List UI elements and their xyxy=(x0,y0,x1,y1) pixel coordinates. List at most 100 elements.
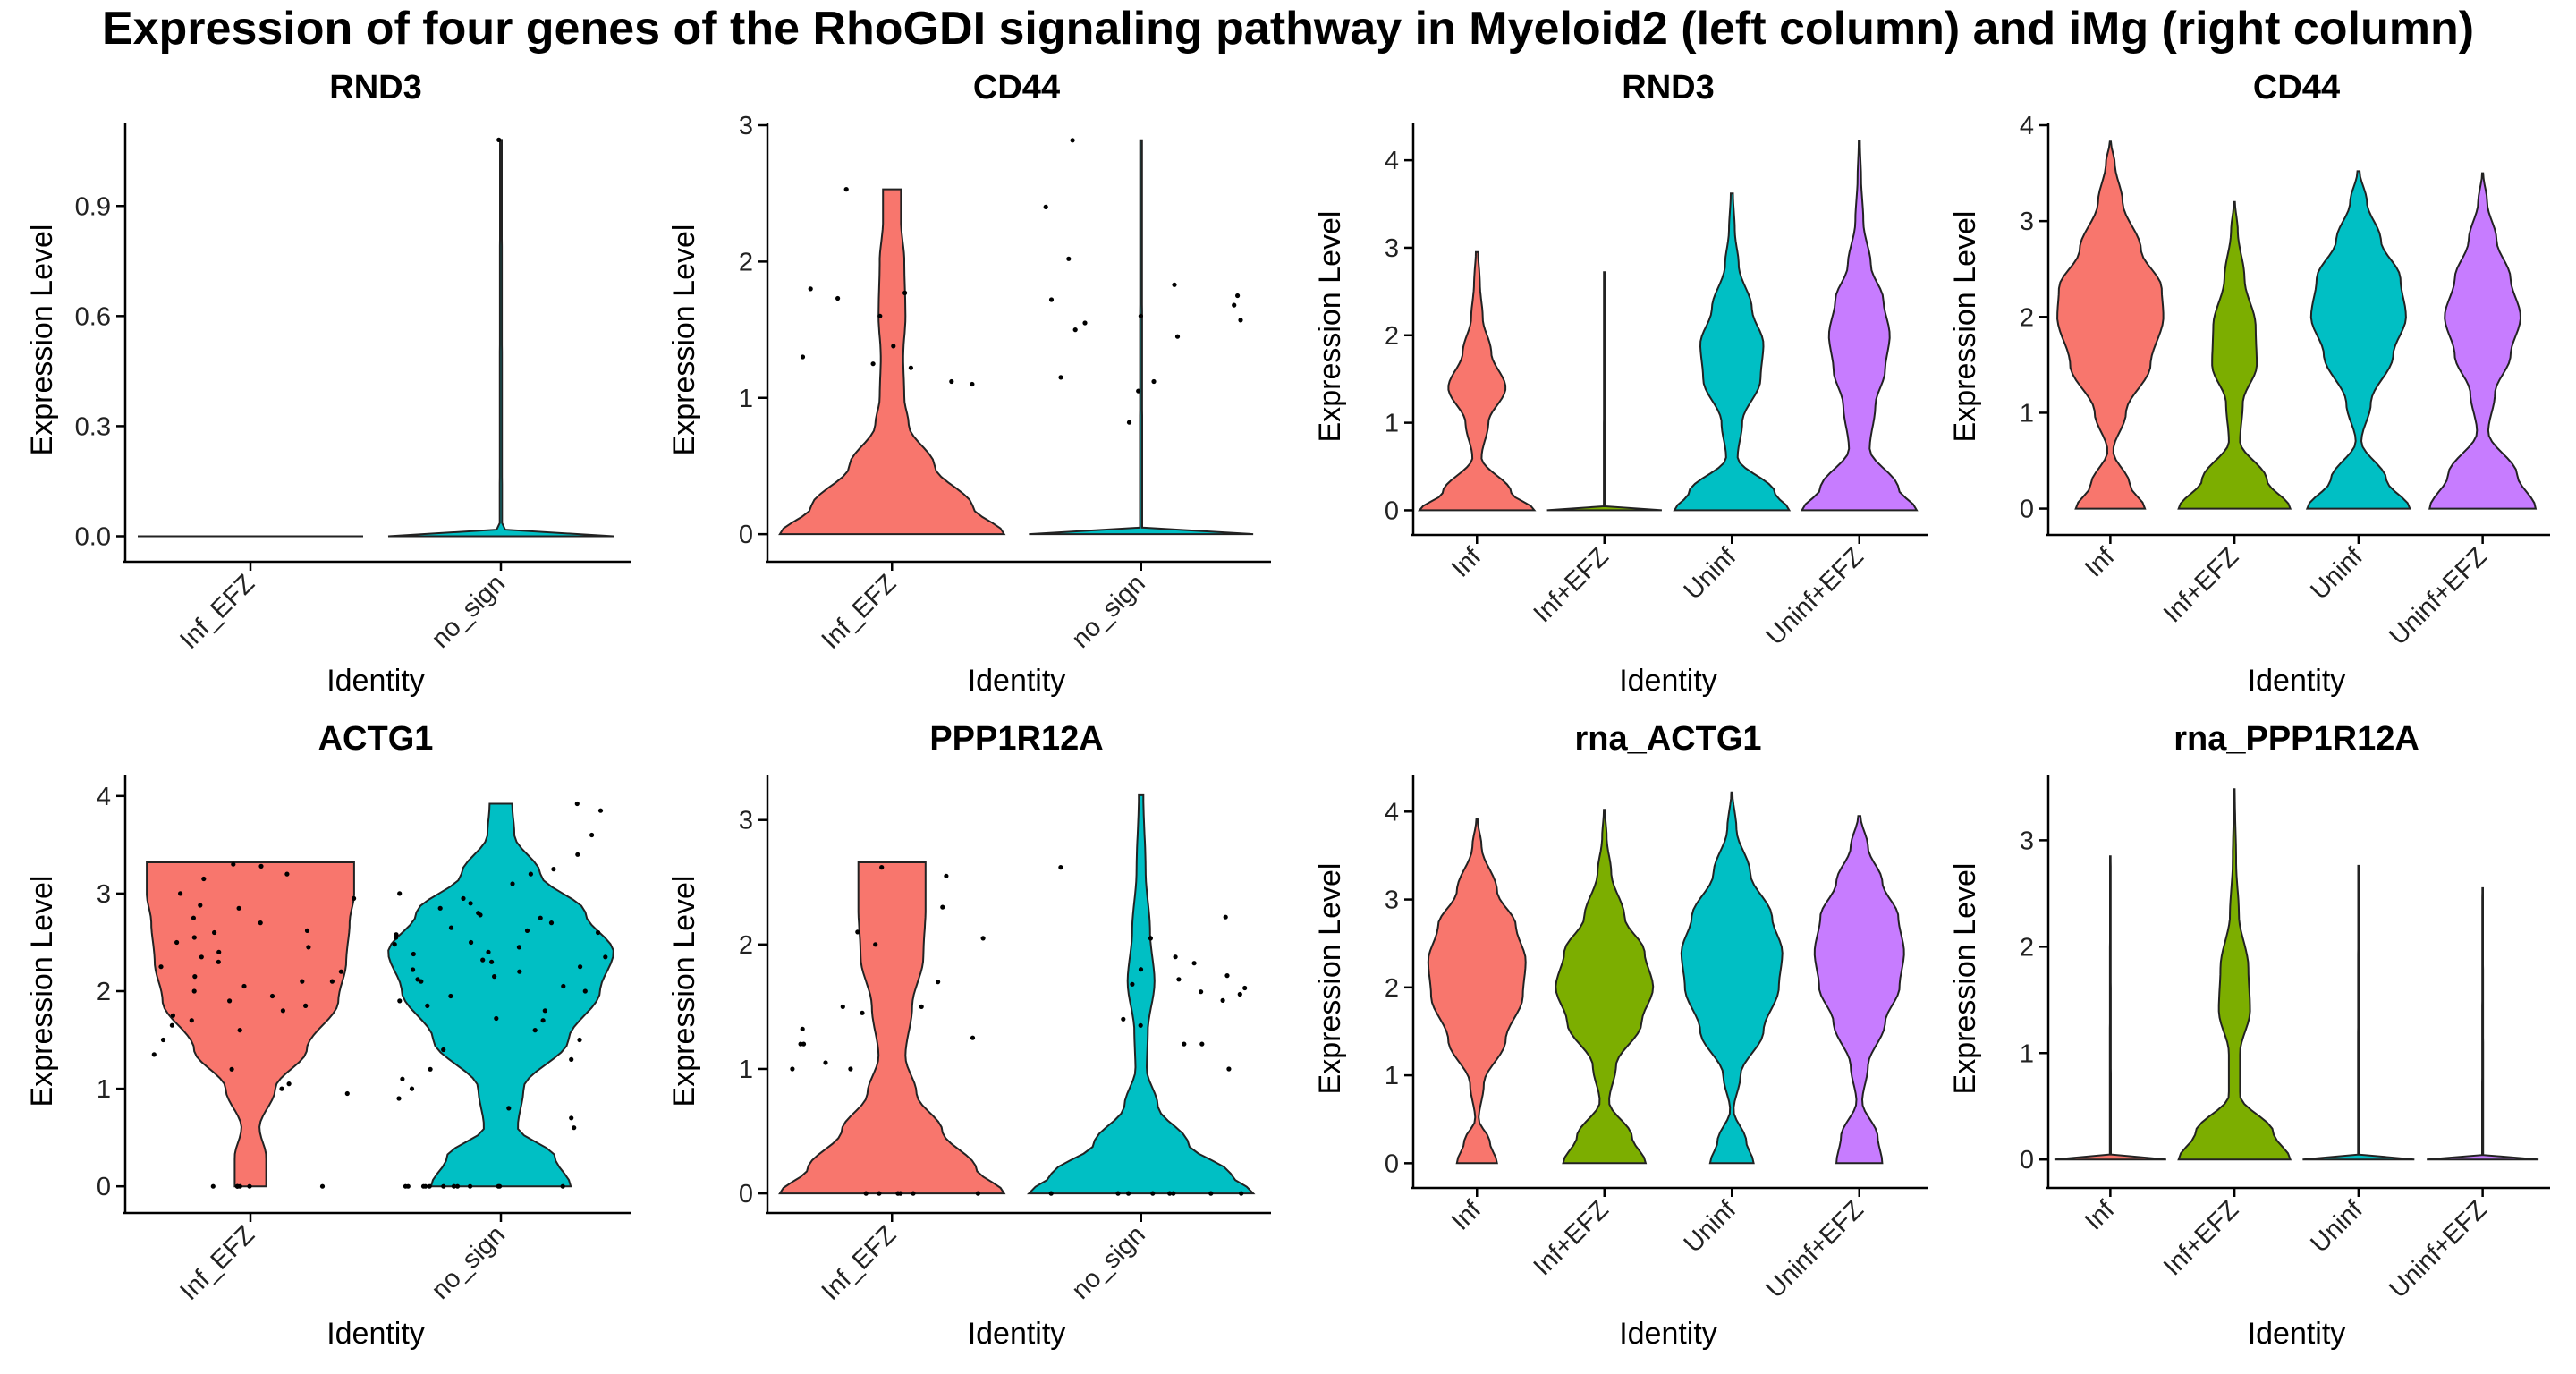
data-point xyxy=(420,1183,427,1189)
y-tick-label: 1 xyxy=(97,1075,111,1104)
data-point xyxy=(577,1037,582,1043)
violin-uninf-efz xyxy=(2427,886,2539,1161)
data-point xyxy=(936,980,941,985)
data-point xyxy=(236,905,242,911)
panel-title: CD44 xyxy=(2253,69,2340,106)
data-point xyxy=(441,1047,446,1053)
data-point xyxy=(210,1183,216,1189)
violin-uninf-efz xyxy=(1800,140,1919,512)
data-point xyxy=(1182,1041,1187,1047)
data-point xyxy=(823,1060,828,1065)
data-point xyxy=(227,998,233,1004)
y-tick-label: 4 xyxy=(97,783,111,811)
data-point xyxy=(242,983,247,989)
data-point xyxy=(397,998,402,1004)
data-point xyxy=(603,954,608,960)
y-tick-label: 2 xyxy=(1385,974,1399,1003)
data-point xyxy=(902,290,908,295)
data-point xyxy=(575,852,580,857)
x-axis-label: Identity xyxy=(2248,664,2346,698)
y-axis-label: Expression Level xyxy=(667,876,701,1107)
data-point xyxy=(405,1183,411,1189)
data-point xyxy=(970,381,975,387)
data-point xyxy=(400,1076,405,1081)
data-point xyxy=(1174,334,1181,339)
violin-uninf xyxy=(1680,791,1784,1165)
data-point xyxy=(538,915,543,920)
data-point xyxy=(863,1191,869,1196)
x-tick-label: no_sign xyxy=(426,569,510,653)
data-point xyxy=(848,1066,853,1072)
data-point xyxy=(980,936,986,941)
data-point xyxy=(304,928,310,933)
data-point xyxy=(970,1035,976,1040)
data-point xyxy=(1070,138,1075,143)
data-point xyxy=(919,1004,924,1009)
data-point xyxy=(344,1090,350,1097)
x-tick-label: Uninf+EFZ xyxy=(1760,1195,1868,1303)
data-point xyxy=(1173,954,1178,960)
y-axis-label: Expression Level xyxy=(1313,211,1347,443)
data-point xyxy=(1148,936,1153,941)
data-point xyxy=(303,1003,309,1008)
y-tick-label: 0 xyxy=(1385,1149,1399,1178)
violin-uninf xyxy=(2305,170,2411,510)
data-point xyxy=(1066,256,1072,261)
data-point xyxy=(855,929,860,935)
data-point xyxy=(1226,1066,1232,1072)
data-point xyxy=(1208,1191,1214,1196)
y-tick-label: 2 xyxy=(97,978,111,1006)
violin-inf-efz xyxy=(1555,809,1655,1165)
violin-inf-efz xyxy=(778,188,1006,536)
x-tick-label: no_sign xyxy=(1066,1220,1150,1304)
y-tick-label: 2 xyxy=(2020,933,2034,962)
data-point xyxy=(840,1004,845,1009)
panel-4-cd44: CD44 0 1 2 3 4 Inf Inf+EFZ Uninf Uninf+EFZ Identit… xyxy=(1948,69,2550,698)
data-point xyxy=(542,1008,547,1014)
y-tick-label: 2 xyxy=(2020,303,2034,332)
data-point xyxy=(582,988,588,994)
violin-no-sign xyxy=(387,802,614,1188)
x-axis-label: Identity xyxy=(1619,664,1717,698)
violin-no-sign xyxy=(1029,139,1254,536)
x-tick-label: Uninf+EFZ xyxy=(2384,1195,2492,1303)
x-tick-label: Inf_EFZ xyxy=(817,1220,902,1306)
y-axis-label: Expression Level xyxy=(1948,211,1982,443)
x-tick-label: no_sign xyxy=(426,1220,510,1304)
data-point xyxy=(596,929,601,936)
violin-inf xyxy=(1427,818,1527,1165)
data-point xyxy=(280,1008,285,1014)
data-point xyxy=(1176,977,1182,982)
data-point xyxy=(158,964,164,970)
y-tick-label: 3 xyxy=(739,112,753,140)
data-point xyxy=(551,867,556,872)
x-tick-label: Inf xyxy=(1446,1195,1487,1236)
data-point xyxy=(877,1191,882,1196)
data-point xyxy=(569,1056,574,1062)
data-point xyxy=(790,1066,795,1072)
data-point xyxy=(1130,981,1135,987)
y-tick-label: 0 xyxy=(2020,496,2034,524)
data-point xyxy=(216,949,222,954)
data-point xyxy=(1043,204,1048,209)
violin-uninf-efz xyxy=(1813,815,1905,1165)
x-axis-label: Identity xyxy=(968,664,1066,698)
data-point xyxy=(1048,1191,1054,1196)
data-point xyxy=(561,983,566,989)
data-point xyxy=(1238,318,1243,323)
y-tick-label: 4 xyxy=(1385,798,1399,827)
x-tick-label: Inf_EFZ xyxy=(817,569,902,655)
data-point xyxy=(895,1191,901,1196)
x-tick-label: Uninf+EFZ xyxy=(1760,542,1868,650)
data-point xyxy=(843,187,849,192)
x-tick-label: Inf xyxy=(1446,542,1487,583)
data-point xyxy=(192,974,198,980)
x-tick-label: Inf+EFZ xyxy=(1529,1195,1614,1281)
y-tick-label: 0.6 xyxy=(75,302,111,331)
data-point xyxy=(415,977,420,982)
panel-3-rnd3: RND3 0 1 2 3 4 Inf Inf+EFZ Uninf Uninf+EFZ Identit… xyxy=(1313,69,1928,698)
data-point xyxy=(396,1096,402,1101)
x-tick-label: Inf+EFZ xyxy=(2158,1195,2244,1281)
